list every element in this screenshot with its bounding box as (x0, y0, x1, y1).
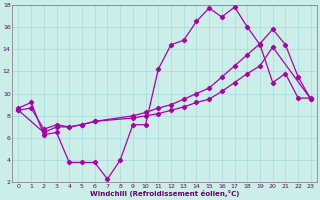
X-axis label: Windchill (Refroidissement éolien,°C): Windchill (Refroidissement éolien,°C) (90, 190, 239, 197)
